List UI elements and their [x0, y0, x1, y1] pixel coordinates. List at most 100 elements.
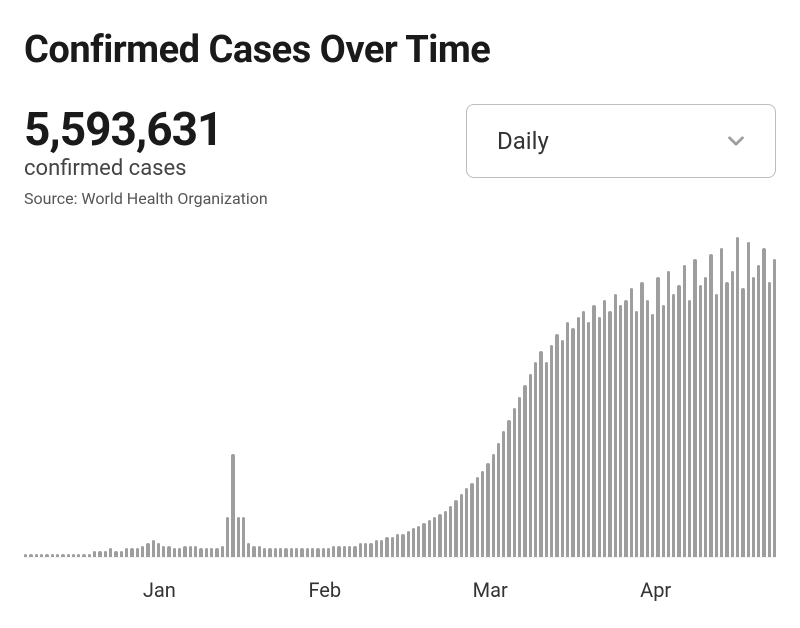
chart-bar	[768, 282, 771, 557]
chart-bar	[513, 408, 516, 557]
chart-bar	[61, 554, 64, 557]
chart-bar	[762, 248, 765, 557]
chart-bar	[157, 543, 160, 557]
chart-bar	[608, 311, 611, 557]
chart-bar	[587, 322, 590, 557]
chart-bar	[359, 543, 362, 557]
chart-bar	[189, 546, 192, 557]
chart-bar	[268, 548, 271, 557]
chevron-down-icon	[723, 128, 749, 154]
chart-bar	[40, 554, 43, 557]
chart-bar	[693, 259, 696, 557]
total-label: confirmed cases	[24, 156, 466, 181]
chart-bar	[577, 317, 580, 557]
x-axis-label: Mar	[473, 578, 508, 602]
chart-bar	[237, 517, 240, 557]
chart-bar	[348, 546, 351, 557]
chart-bar	[98, 551, 101, 557]
chart-bar	[444, 511, 447, 557]
chart-bar	[162, 546, 165, 557]
chart-bar	[380, 540, 383, 557]
chart-bar	[24, 554, 27, 557]
chart-bar	[152, 540, 155, 557]
chart-bar	[481, 471, 484, 557]
chart-bar	[523, 385, 526, 557]
source-line: Source: World Health Organization	[24, 189, 466, 208]
chart-bar	[417, 526, 420, 557]
chart-bar	[598, 317, 601, 557]
chart-bar	[109, 548, 112, 557]
chart-bar	[141, 546, 144, 557]
chart-bar	[683, 265, 686, 557]
chart-bar	[332, 546, 335, 557]
chart-bar	[369, 543, 372, 557]
chart-bar	[592, 305, 595, 557]
chart-bar	[667, 271, 670, 557]
chart-bar	[539, 351, 542, 557]
chart-bar	[672, 294, 675, 557]
frequency-dropdown[interactable]: Daily	[466, 104, 776, 178]
chart-bar	[306, 548, 309, 557]
chart-bar	[646, 300, 649, 557]
chart-bar	[375, 540, 378, 557]
chart-bar	[715, 294, 718, 557]
chart-bar	[205, 548, 208, 557]
chart-bar	[731, 271, 734, 557]
chart-bar	[353, 546, 356, 557]
chart-bar	[433, 517, 436, 557]
chart-bar	[77, 554, 80, 557]
chart-bar	[93, 551, 96, 557]
chart-bar	[322, 548, 325, 557]
chart-bar	[507, 420, 510, 557]
chart-bar	[428, 520, 431, 557]
chart-bar	[699, 285, 702, 557]
chart-bar	[210, 548, 213, 557]
chart-bar	[635, 311, 638, 557]
chart-bar	[470, 483, 473, 557]
chart-bar	[555, 334, 558, 557]
source-prefix: Source:	[24, 189, 77, 208]
source-name: World Health Organization	[81, 189, 267, 208]
chart-bar	[263, 548, 266, 557]
chart-bar	[561, 340, 564, 557]
chart-bar	[295, 548, 298, 557]
chart-bar	[35, 554, 38, 557]
chart-bar	[640, 282, 643, 557]
chart-bar	[252, 546, 255, 557]
chart-bar	[67, 554, 70, 557]
chart-bar	[709, 254, 712, 557]
x-axis-label: Jan	[143, 578, 176, 602]
chart-bar	[226, 517, 229, 557]
chart-bar	[104, 551, 107, 557]
chart-bar	[624, 300, 627, 557]
chart-bar	[720, 248, 723, 557]
chart-bar	[736, 237, 739, 557]
chart-bar	[146, 543, 149, 557]
chart-bar	[529, 374, 532, 557]
chart-bar	[603, 300, 606, 557]
chart-bar	[677, 285, 680, 557]
chart-bar	[242, 517, 245, 557]
chart-bar	[566, 322, 569, 557]
chart-bar	[407, 531, 410, 557]
stats-block: 5,593,631 confirmed cases Source: World …	[24, 106, 466, 208]
chart-bar	[662, 305, 665, 557]
chart-bar	[619, 305, 622, 557]
chart-bar	[534, 362, 537, 557]
chart-bar	[747, 242, 750, 557]
chart-bar	[114, 551, 117, 557]
chart-bar	[316, 548, 319, 557]
chart-bar	[173, 548, 176, 557]
chart-bar	[82, 554, 85, 557]
chart-bar	[688, 300, 691, 557]
chart-bar	[550, 345, 553, 557]
chart-bar	[571, 328, 574, 557]
chart-bar	[492, 454, 495, 557]
chart-bar	[773, 259, 776, 557]
x-axis-label: Apr	[640, 578, 671, 602]
chart-bar	[422, 523, 425, 557]
chart-bar	[385, 537, 388, 557]
chart-bar	[199, 548, 202, 557]
chart-bar	[401, 534, 404, 557]
chart-bar	[120, 551, 123, 557]
